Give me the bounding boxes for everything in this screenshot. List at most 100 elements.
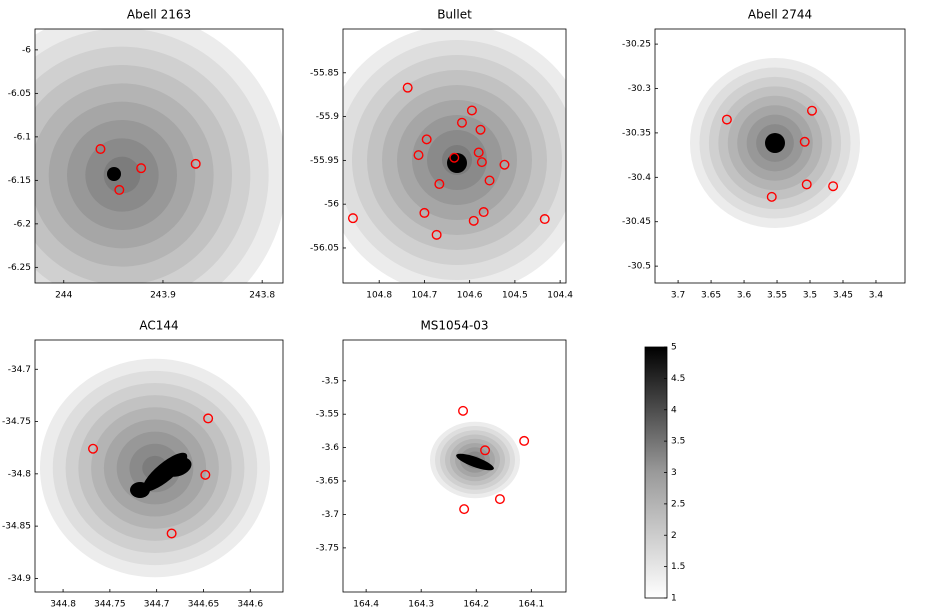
panel-title: MS1054-03 (420, 319, 488, 333)
galaxy-marker (413, 150, 424, 161)
x-tick-label: 244 (55, 291, 72, 301)
y-tick-label: -56.05 (310, 243, 339, 253)
colorbar-tick-label: 5 (671, 343, 677, 353)
galaxy-marker (419, 207, 430, 218)
density-core (130, 482, 150, 498)
y-tick-label: -56 (324, 200, 339, 210)
colorbar-tick-label: 4.5 (671, 374, 685, 384)
galaxy-marker (484, 175, 495, 186)
panel: Abell 2163 244 243.9 243.8 -6 -6.05 -6.1 -6.15 -… (8, 8, 284, 301)
galaxy-marker (468, 215, 479, 226)
galaxy-marker (466, 105, 477, 116)
panel: AC144 344.8 344.75 344.7 344.65 344.6 -34.7 -34… (2, 319, 284, 610)
y-tick-label: -3.5 (321, 376, 339, 386)
x-tick-label: 3.7 (671, 291, 685, 301)
galaxy-marker (200, 469, 211, 480)
galaxy-marker (95, 144, 106, 155)
axes-frame (34, 28, 284, 284)
density-core (456, 453, 494, 471)
y-tick-label: -6.1 (13, 132, 31, 142)
panel-title: AC144 (139, 319, 178, 333)
x-tick-label: 3.65 (701, 291, 721, 301)
galaxy-marker (480, 445, 491, 456)
x-tick-label: 104.6 (457, 291, 483, 301)
galaxy-marker (539, 214, 550, 225)
x-tick-label: 104.5 (502, 291, 528, 301)
galaxy-marker (88, 443, 99, 454)
y-tick-label: -55.85 (310, 68, 339, 78)
x-tick-label: 104.8 (366, 291, 392, 301)
x-tick-label: 164.2 (463, 600, 489, 610)
y-tick-label: -6.05 (8, 89, 31, 99)
galaxy-marker (494, 494, 505, 505)
galaxy-marker (114, 184, 125, 195)
axes-frame (342, 28, 567, 284)
y-tick-label: -6 (22, 45, 31, 55)
galaxy-marker (478, 207, 489, 218)
galaxy-marker (347, 213, 358, 224)
colorbar-tick-label: 4 (671, 405, 677, 415)
galaxy-marker (402, 82, 413, 93)
colorbar-tick-label: 2 (671, 531, 677, 541)
x-tick-label: 3.5 (803, 291, 817, 301)
y-tick-label: -55.95 (310, 156, 339, 166)
galaxy-marker (458, 405, 469, 416)
galaxy-marker (136, 163, 147, 174)
axes-frame (342, 339, 567, 593)
density-core (164, 457, 192, 477)
galaxy-marker (519, 435, 530, 446)
panel: Bullet 104.8 104.7 104.6 104.5 104.4 -55.85 -55… (310, 8, 573, 301)
y-tick-label: -30.4 (628, 173, 652, 183)
y-tick-label: -34.9 (8, 574, 32, 584)
density-contour (103, 156, 141, 194)
density-map (430, 421, 520, 499)
y-tick-label: -3.65 (316, 477, 339, 487)
galaxy-marker (801, 179, 812, 190)
galaxy-marker (434, 179, 445, 190)
y-tick-label: -55.9 (316, 112, 340, 122)
x-tick-label: 344.75 (94, 600, 126, 610)
y-tick-label: -34.7 (8, 365, 31, 375)
y-tick-label: -34.85 (2, 522, 31, 532)
panel: MS1054-03 164.4 164.3 164.2 164.1 -3.5 -3.55 -3… (316, 319, 567, 610)
galaxy-marker (166, 528, 177, 539)
colorbar-tick-label: 2.5 (671, 499, 685, 509)
galaxy-marker (766, 191, 777, 202)
galaxy-marker (203, 413, 214, 424)
colorbar-tick-label: 1 (671, 594, 677, 604)
panel-title: Abell 2163 (127, 8, 191, 22)
colorbar-tick-label: 3.5 (671, 437, 685, 447)
x-tick-label: 3.55 (767, 291, 787, 301)
x-tick-label: 344.65 (188, 600, 220, 610)
y-tick-label: -30.5 (628, 262, 651, 272)
galaxy-marker (476, 157, 487, 168)
y-tick-label: -3.55 (316, 410, 339, 420)
galaxy-marker (806, 105, 817, 116)
x-tick-label: 164.3 (408, 600, 434, 610)
y-tick-label: -3.7 (321, 510, 339, 520)
panel-title: Bullet (437, 8, 472, 22)
y-tick-label: -30.35 (622, 128, 651, 138)
axes-frame (654, 28, 906, 284)
x-tick-label: 344.7 (144, 600, 170, 610)
y-tick-label: -34.8 (8, 469, 32, 479)
x-tick-label: 3.4 (869, 291, 884, 301)
x-tick-label: 104.4 (547, 291, 573, 301)
y-tick-label: -6.25 (8, 263, 31, 273)
y-tick-label: -3.75 (316, 543, 339, 553)
density-map (343, 29, 566, 283)
x-tick-label: 344.8 (50, 600, 76, 610)
galaxy-marker (431, 229, 442, 240)
density-core (107, 167, 121, 181)
galaxy-marker (799, 136, 810, 147)
galaxy-marker (721, 114, 732, 125)
density-core (447, 153, 467, 173)
x-tick-label: 3.45 (833, 291, 853, 301)
galaxy-marker (499, 159, 510, 170)
x-tick-label: 164.4 (353, 600, 379, 610)
x-tick-label: 164.1 (518, 600, 544, 610)
panel: Abell 2744 3.7 3.65 3.6 3.55 3.5 3.45 3.4 -30.25… (622, 8, 906, 301)
density-map (35, 29, 283, 283)
galaxy-marker (475, 124, 486, 135)
galaxy-marker (473, 147, 484, 158)
